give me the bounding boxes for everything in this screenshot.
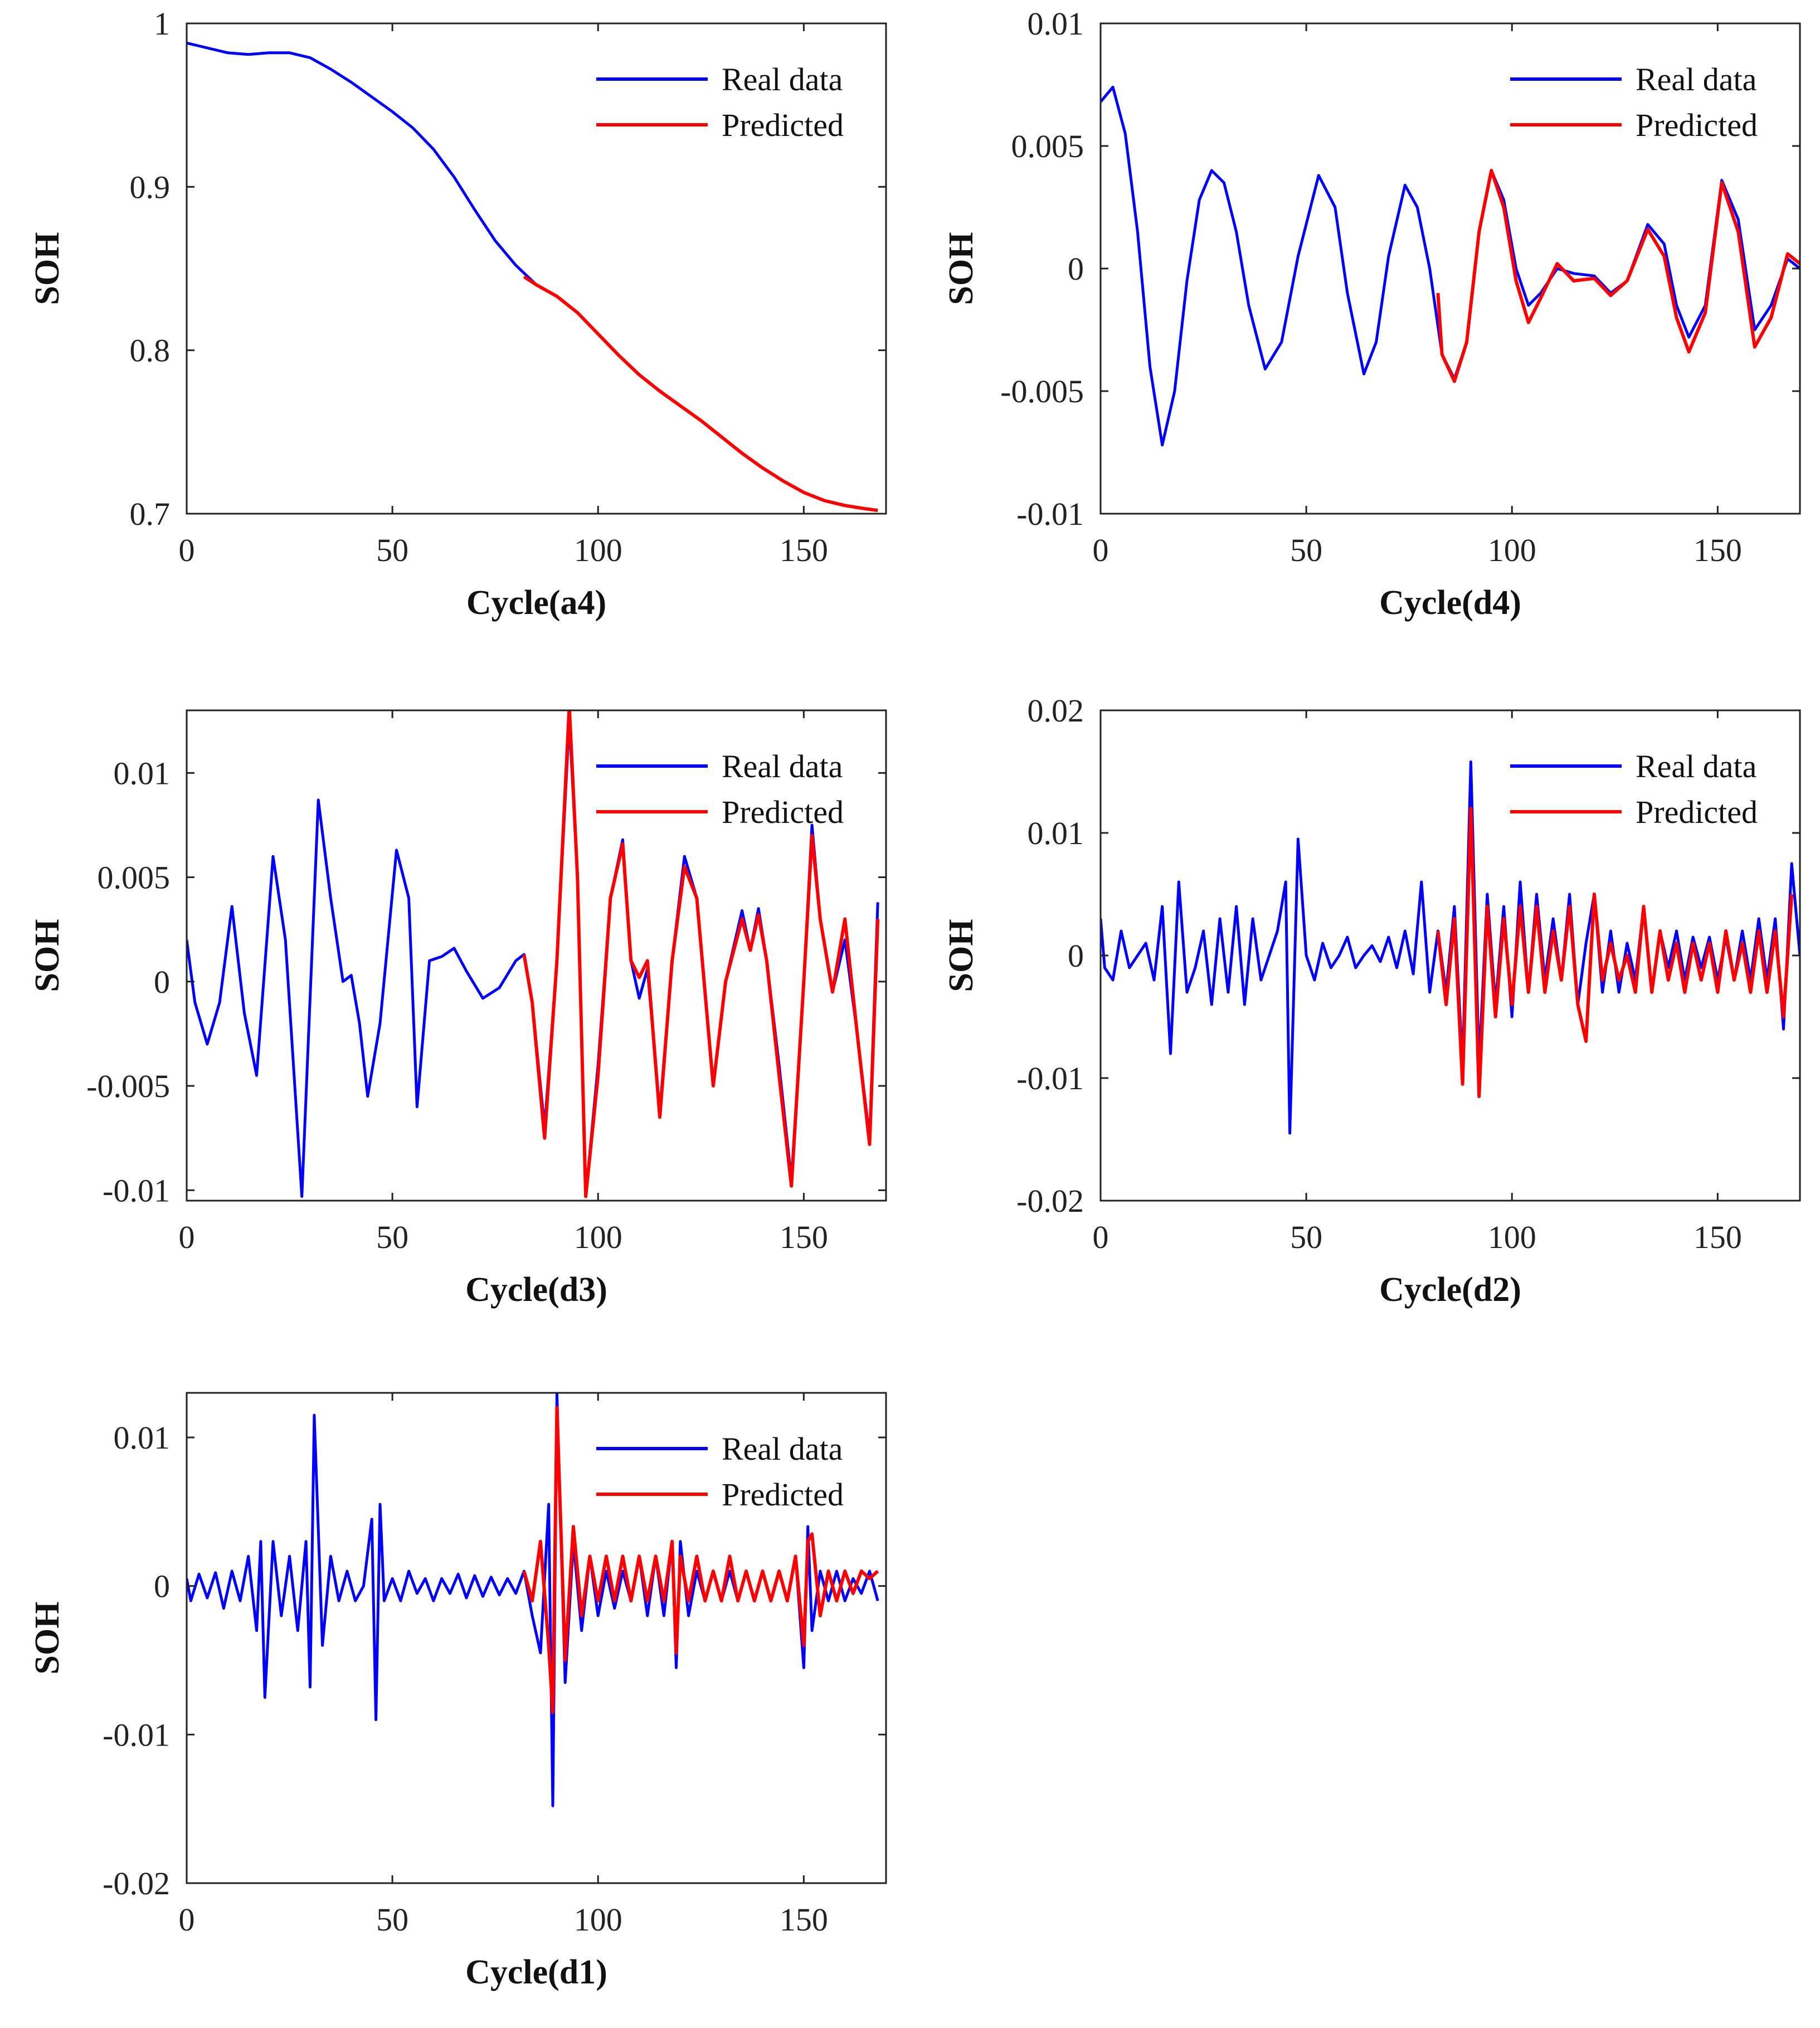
y-axis-label: SOH [942,919,980,992]
y-tick-label: 0.01 [114,755,171,791]
y-tick-label: 0.8 [130,333,171,369]
legend-label-predicted: Predicted [722,1476,844,1513]
x-tick-label: 150 [1694,532,1742,568]
y-tick-label: -0.01 [1016,496,1084,532]
x-tick-label: 100 [1488,532,1536,568]
x-tick-label: 50 [376,532,408,568]
x-axis-label: Cycle(d3) [465,1271,607,1309]
legend-label-predicted: Predicted [1636,794,1758,830]
chart-panel-a4: 0 50 100 150 0.7 0.8 0.9 1 Cycle(a4) SOH Real data… [28,6,887,622]
y-tick-label: -0.005 [86,1068,170,1104]
x-tick-label: 100 [1488,1219,1536,1255]
x-tick-label: 150 [780,532,828,568]
chart-panel-d3: 0 50 100 150 -0.01 -0.005 0 0.005 0.01 Cycle(d3) S… [28,709,887,1309]
y-axis-label: SOH [28,1602,66,1675]
x-tick-label: 50 [376,1219,408,1255]
y-axis-label: SOH [942,232,980,305]
chart-panel-d4: 0 50 100 150 -0.01 -0.005 0 0.005 0.01 Cycle(d4) S… [942,6,1801,622]
x-axis-label: Cycle(d4) [1379,584,1521,622]
y-tick-label: 0 [1068,251,1084,287]
y-tick-label: 0.01 [114,1420,171,1456]
axes-frame [186,1392,887,1884]
axes-frame [186,22,887,515]
predicted-line [1436,169,1800,383]
y-tick-label: 0 [1068,938,1084,974]
x-tick-label: 0 [1093,532,1109,568]
plot-area [187,23,886,514]
legend-label-real-data: Real data [722,748,843,784]
chart-panel-d1: 0 50 100 150 -0.02 -0.01 0 0.01 Cycle(d1) SOH Real… [28,1392,887,1991]
x-tick-label: 0 [1093,1219,1109,1255]
predicted-line [523,275,878,513]
y-tick-label: -0.02 [1016,1183,1084,1219]
predicted-line [522,1406,879,1714]
x-tick-label: 150 [780,1902,828,1938]
legend-label-real-data: Real data [1636,748,1756,784]
y-tick-label: 0.01 [1028,6,1084,42]
y-tick-label: -0.01 [103,1172,170,1208]
real-data-line [1101,85,1800,447]
x-tick-label: 150 [780,1219,828,1255]
x-tick-label: 150 [1694,1219,1742,1255]
y-tick-label: 0.005 [1011,128,1084,164]
legend-label-real-data: Real data [722,1431,843,1467]
x-tick-label: 50 [1290,532,1322,568]
y-tick-label: 0.7 [130,496,171,532]
predicted-line [1436,807,1794,1098]
axes-frame [186,709,887,1202]
y-tick-label: -0.01 [103,1717,170,1753]
y-tick-label: 0 [154,1568,170,1605]
y-tick-label: 0 [154,964,170,1000]
legend-label-predicted: Predicted [1636,107,1758,143]
y-tick-label: 0.9 [130,169,171,205]
legend-label-predicted: Predicted [722,794,844,830]
legend-label-real-data: Real data [1636,61,1756,98]
plot-area [187,710,886,1201]
y-axis-label: SOH [28,919,66,992]
x-tick-label: 50 [376,1902,408,1938]
chart-panel-d2: 0 50 100 150 -0.02 -0.01 0 0.01 0.02 Cycle(d2) SOH… [942,693,1801,1309]
plot-area [1101,23,1800,514]
legend-label-predicted: Predicted [722,107,844,143]
y-tick-label: -0.02 [103,1865,170,1902]
y-tick-label: -0.005 [1000,373,1084,410]
x-tick-label: 100 [574,1902,622,1938]
x-tick-label: 0 [179,1219,195,1255]
y-tick-label: -0.01 [1016,1060,1084,1096]
x-tick-label: 0 [179,532,195,568]
y-tick-label: 0.01 [1028,815,1084,851]
predicted-line [522,710,880,1198]
y-axis-label: SOH [28,232,66,305]
x-tick-label: 100 [574,532,622,568]
y-tick-label: 0.005 [98,860,171,896]
y-tick-label: 0.02 [1028,693,1084,729]
y-tick-label: 1 [154,6,170,42]
legend-label-real-data: Real data [722,61,843,98]
x-axis-label: Cycle(d1) [465,1953,607,1991]
x-tick-label: 50 [1290,1219,1322,1255]
x-axis-label: Cycle(d2) [1379,1271,1521,1309]
x-axis-label: Cycle(a4) [466,584,606,622]
x-tick-label: 0 [179,1902,195,1938]
x-tick-label: 100 [574,1219,622,1255]
